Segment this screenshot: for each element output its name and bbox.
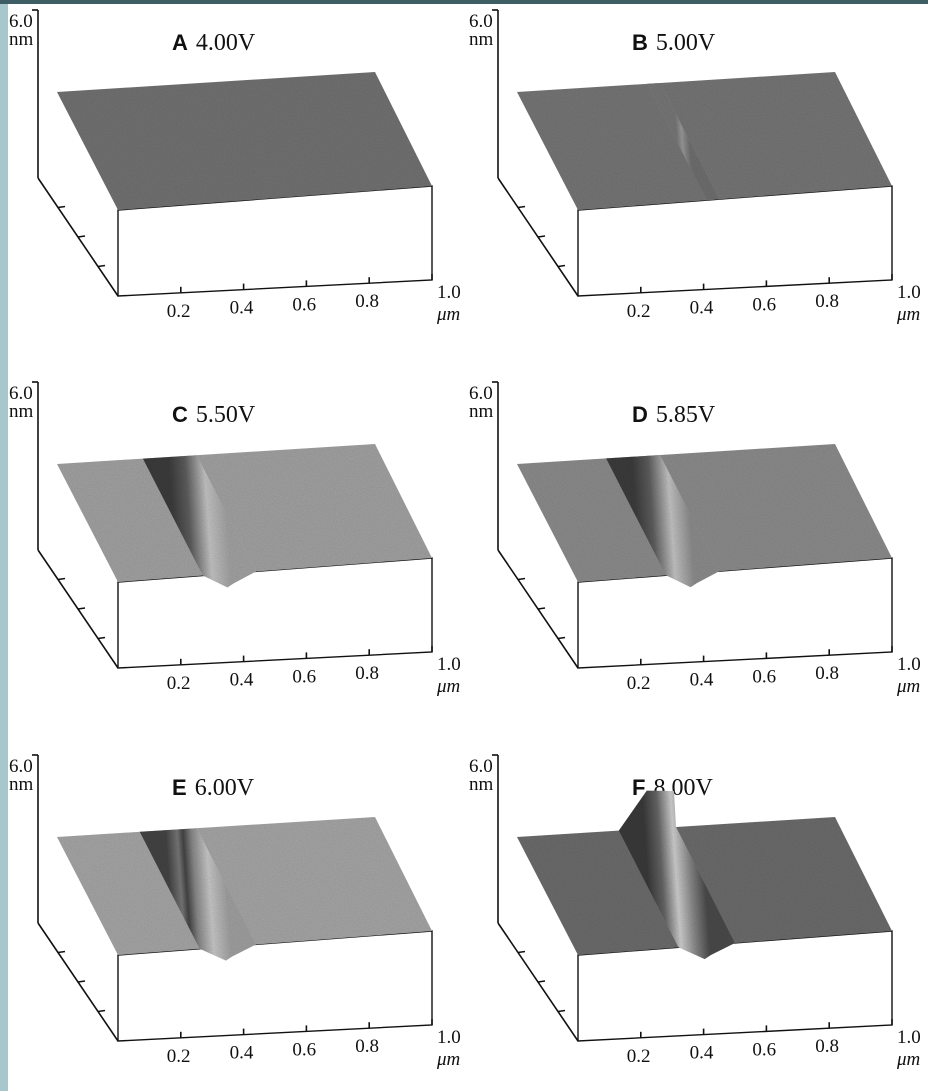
y-tick [58, 952, 65, 953]
x-tick-label: 0.8 [815, 291, 839, 312]
figure: 6.0nmA4.00V0.20.40.60.81.0μm6.0nmB5.00V0… [0, 0, 928, 1091]
z-unit-label: nm [9, 401, 34, 422]
x-unit-label: μm [436, 1049, 460, 1070]
y-tick [98, 266, 105, 267]
panel-title: B 5.00V [632, 30, 716, 56]
x-tick-label: 0.6 [752, 1039, 776, 1060]
top-border [0, 0, 928, 4]
panel-title: C 5.50V [172, 402, 256, 428]
x-unit-label: μm [436, 676, 460, 697]
x-tick-label: 0.2 [167, 1046, 191, 1067]
x-tick-label: 0.4 [230, 1043, 254, 1064]
x-tick-label: 0.8 [355, 1036, 379, 1057]
x-tick-label: 0.2 [627, 301, 651, 322]
y-tick [558, 638, 565, 639]
x-tick-label: 0.2 [627, 673, 651, 694]
y-tick [538, 608, 545, 609]
y-tick [98, 1011, 105, 1012]
x-tick-label: 0.8 [815, 663, 839, 684]
y-tick [558, 266, 565, 267]
panel-letter: D [632, 402, 648, 427]
z-unit-label: nm [469, 401, 494, 422]
panel-voltage: 5.00V [656, 30, 716, 56]
panel-letter: A [172, 30, 188, 55]
y-tick [78, 981, 85, 982]
x-tick-label: 0.6 [292, 294, 316, 315]
x-tick-label: 1.0 [437, 654, 461, 675]
panel-voltage: 4.00V [196, 30, 256, 56]
x-tick-label: 0.4 [690, 298, 714, 319]
x-unit-label: μm [896, 304, 920, 325]
z-unit-label: nm [469, 29, 494, 50]
x-tick-label: 1.0 [897, 282, 921, 303]
x-unit-label: μm [436, 304, 460, 325]
y-tick [538, 236, 545, 237]
y-tick [98, 638, 105, 639]
panel-letter: C [172, 402, 188, 427]
panel-title: E 6.00V [172, 775, 255, 801]
panel-voltage: 5.50V [196, 402, 256, 428]
y-tick [58, 579, 65, 580]
panel-voltage: 6.00V [195, 775, 255, 801]
panel-title: A 4.00V [172, 30, 256, 56]
y-tick [558, 1011, 565, 1012]
x-tick-label: 0.8 [355, 663, 379, 684]
x-tick-label: 0.6 [752, 294, 776, 315]
left-border [0, 0, 8, 1091]
x-unit-label: μm [896, 676, 920, 697]
panel-voltage: 5.85V [656, 402, 716, 428]
z-unit-label: nm [9, 29, 34, 50]
y-tick [518, 207, 525, 208]
x-tick-label: 0.4 [230, 670, 254, 691]
y-tick [78, 608, 85, 609]
x-tick-label: 1.0 [897, 654, 921, 675]
x-tick-label: 0.2 [167, 673, 191, 694]
y-tick [518, 579, 525, 580]
x-tick-label: 1.0 [437, 1027, 461, 1048]
x-tick-label: 0.2 [167, 301, 191, 322]
y-tick [538, 981, 545, 982]
x-tick-label: 0.4 [690, 1043, 714, 1064]
panel-letter: E [172, 775, 187, 800]
surface [57, 72, 432, 210]
x-tick-label: 1.0 [437, 282, 461, 303]
x-tick-label: 1.0 [897, 1027, 921, 1048]
x-tick-label: 0.4 [690, 670, 714, 691]
x-tick-label: 0.6 [752, 666, 776, 687]
x-tick-label: 0.6 [292, 1039, 316, 1060]
y-tick [78, 236, 85, 237]
x-unit-label: μm [896, 1049, 920, 1070]
y-tick [518, 952, 525, 953]
y-tick [58, 207, 65, 208]
x-tick-label: 0.8 [355, 291, 379, 312]
panel-letter: B [632, 30, 648, 55]
x-tick-label: 0.8 [815, 1036, 839, 1057]
x-tick-label: 0.4 [230, 298, 254, 319]
panel-title: D 5.85V [632, 402, 716, 428]
z-unit-label: nm [469, 774, 494, 795]
x-tick-label: 0.2 [627, 1046, 651, 1067]
x-tick-label: 0.6 [292, 666, 316, 687]
z-unit-label: nm [9, 774, 34, 795]
